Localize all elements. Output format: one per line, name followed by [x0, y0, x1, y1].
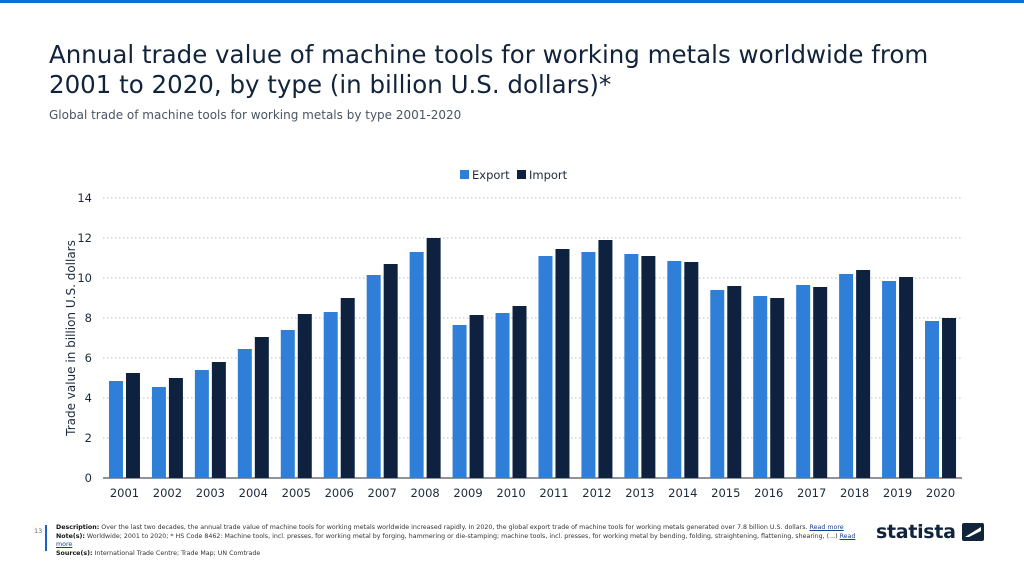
- statista-logo-text: statista: [876, 521, 956, 543]
- bar-import: Import 2013: 11.1: [641, 256, 656, 478]
- notes-text: Worldwide; 2001 to 2020; * HS Code 8462:…: [86, 532, 838, 540]
- x-tick-label: 2008: [410, 486, 439, 500]
- page-number: 13: [34, 527, 43, 535]
- bar-export: Export 2016: 9.1: [753, 296, 768, 478]
- bar-import: Import 2008: 12: [426, 238, 441, 478]
- bar-import: Import 2001: 5.25: [125, 373, 140, 478]
- x-tick-label: 2017: [797, 486, 826, 500]
- chart-subtitle: Global trade of machine tools for workin…: [49, 108, 462, 122]
- y-tick-label: 2: [85, 431, 92, 445]
- bar-export: Export 2006: 8.3: [323, 312, 338, 478]
- page-number-bar: [45, 525, 47, 551]
- x-tick-label: 2005: [282, 486, 311, 500]
- x-tick-label: 2003: [196, 486, 225, 500]
- bar-import: Import 2010: 8.6: [512, 306, 527, 478]
- source-text: International Trade Centre; Trade Map; U…: [94, 549, 261, 557]
- bar-import: Import 2003: 5.8: [211, 362, 226, 478]
- footer-description: Description: Over the last two decades, …: [56, 524, 856, 533]
- bar-import: Import 2018: 10.4: [856, 270, 871, 478]
- bar-export: Export 2009: 7.65: [452, 325, 467, 478]
- bar-export: Export 2002: 4.55: [151, 387, 166, 478]
- legend-swatch-export: [460, 170, 469, 179]
- bar-import: Import 2004: 7.05: [254, 337, 269, 478]
- notes-read-more-link[interactable]: Read more: [56, 532, 856, 549]
- bar-import: Import 2009: 8.15: [469, 315, 484, 478]
- description-read-more-link[interactable]: Read more: [809, 524, 844, 531]
- x-tick-label: 2011: [539, 486, 568, 500]
- bar-export: Export 2005: 7.4: [280, 330, 295, 478]
- x-tick-label: 2012: [582, 486, 611, 500]
- x-tick-label: 2004: [239, 486, 268, 500]
- bar-import: Import 2007: 10.7: [383, 264, 398, 478]
- bar-export: Export 2011: 11.1: [538, 256, 553, 478]
- bar-import: Import 2014: 10.8: [684, 262, 699, 478]
- footer-notes: Description: Over the last two decades, …: [56, 524, 856, 558]
- bar-import: Import 2006: 9: [340, 298, 355, 478]
- bar-export: Export 2013: 11.2: [624, 254, 639, 478]
- source-label: Source(s):: [56, 549, 93, 557]
- statista-logo[interactable]: statista: [876, 520, 984, 544]
- y-tick-label: 10: [77, 271, 92, 285]
- bar-export: Export 2020: 7.85: [925, 321, 940, 478]
- top-accent-bar: [0, 0, 1024, 3]
- bar-import: Import 2015: 9.6: [727, 286, 742, 478]
- bar-export: Export 2003: 5.4: [194, 370, 209, 478]
- y-tick-label: 14: [77, 191, 92, 205]
- y-axis-label: Trade value in billion U.S. dollars: [64, 240, 78, 437]
- x-tick-label: 2007: [368, 486, 397, 500]
- y-tick-label: 12: [77, 231, 92, 245]
- bar-export: Export 2008: 11.3: [409, 252, 424, 478]
- y-tick-label: 0: [85, 471, 92, 485]
- x-tick-label: 2002: [153, 486, 182, 500]
- footer-source: Source(s): International Trade Centre; T…: [56, 550, 856, 559]
- bar-export: Export 2001: 4.85: [108, 381, 123, 478]
- bar-import: Import 2019: 10.05: [899, 277, 914, 478]
- description-label: Description:: [56, 524, 100, 531]
- x-tick-label: 2015: [711, 486, 740, 500]
- bar-export: Export 2010: 8.25: [495, 313, 510, 478]
- x-tick-label: 2018: [840, 486, 869, 500]
- bar-chart: 0 2 4 6 8 10 12 14 Trade value in billion U.S. d…: [64, 168, 962, 500]
- x-tick-label: 2014: [668, 486, 697, 500]
- x-tick-label: 2009: [453, 486, 482, 500]
- bar-import: Import 2012: 11.9: [598, 240, 613, 478]
- x-tick-label: 2006: [325, 486, 354, 500]
- bar-import: Import 2017: 9.55: [813, 287, 828, 478]
- bar-import: Import 2016: 9: [770, 298, 785, 478]
- bar-export: Export 2018: 10.2: [839, 274, 854, 478]
- notes-label: Note(s):: [56, 532, 85, 540]
- x-tick-label: 2020: [926, 486, 955, 500]
- chart-title: Annual trade value of machine tools for …: [49, 40, 929, 99]
- y-tick-label: 4: [85, 391, 92, 405]
- bar-import: Import 2002: 5: [168, 378, 183, 478]
- bar-import: Import 2020: 8: [942, 318, 957, 478]
- bar-export: Export 2015: 9.4: [710, 290, 725, 478]
- bar-export: Export 2014: 10.85: [667, 261, 682, 478]
- x-tick-label: 2010: [496, 486, 525, 500]
- bar-export: Export 2019: 9.85: [882, 281, 897, 478]
- description-text: Over the last two decades, the annual tr…: [101, 524, 808, 531]
- bar-export: Export 2004: 6.45: [237, 349, 252, 478]
- legend-swatch-import: [517, 170, 526, 179]
- x-tick-label: 2001: [110, 486, 139, 500]
- x-tick-label: 2019: [883, 486, 912, 500]
- y-tick-label: 6: [85, 351, 92, 365]
- statista-logo-icon: [961, 523, 984, 541]
- x-tick-label: 2013: [625, 486, 654, 500]
- bar-export: Export 2012: 11.3: [581, 252, 596, 478]
- bar-import: Import 2005: 8.2: [297, 314, 312, 478]
- bar-import: Import 2011: 11.45: [555, 249, 570, 478]
- bar-export: Export 2017: 9.65: [796, 285, 811, 478]
- footer-notes-line: Note(s): Worldwide; 2001 to 2020; * HS C…: [56, 533, 856, 550]
- bar-export: Export 2007: 10.15: [366, 275, 381, 478]
- legend-label-import: Import: [529, 168, 568, 182]
- y-tick-label: 8: [85, 311, 92, 325]
- legend-label-export: Export: [472, 168, 510, 182]
- x-tick-label: 2016: [754, 486, 783, 500]
